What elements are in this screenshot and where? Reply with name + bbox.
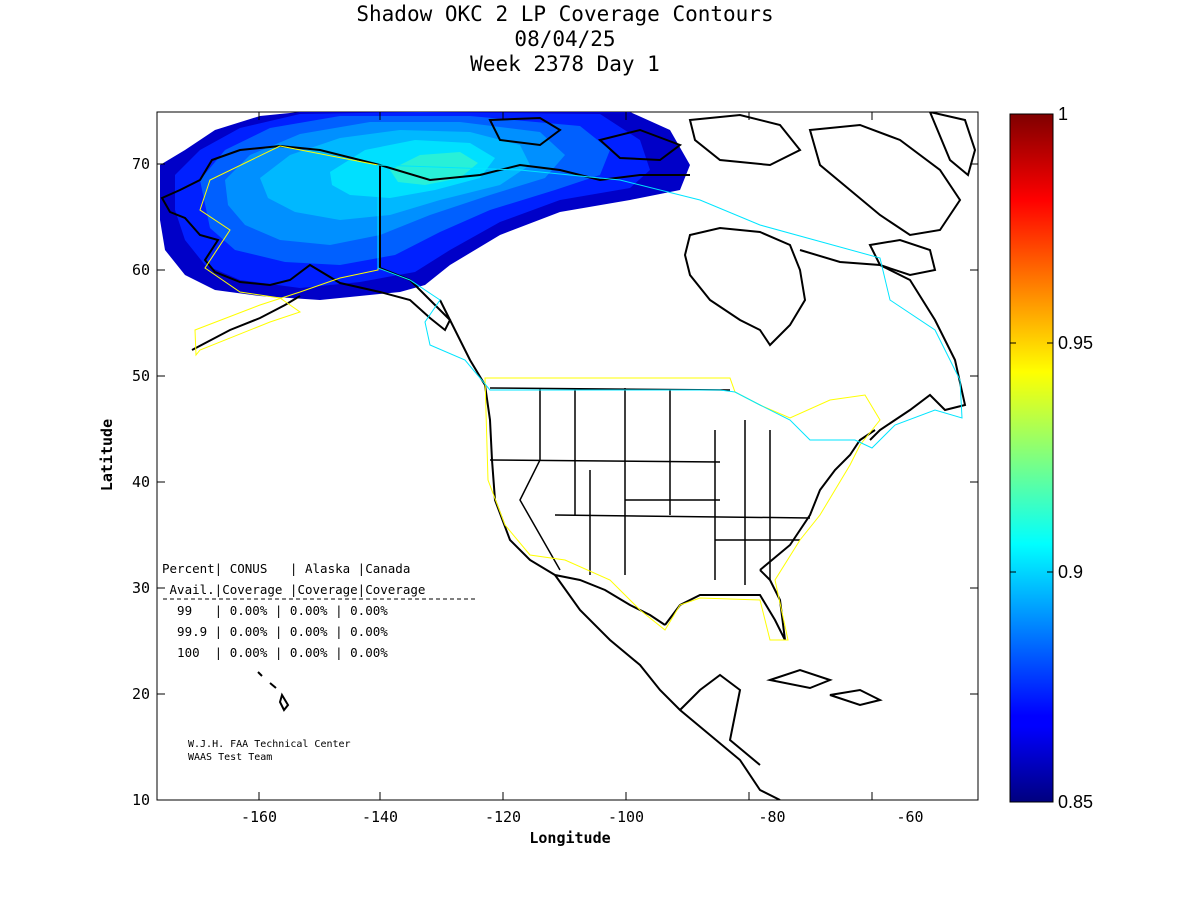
coverage-table: Percent| CONUS | Alaska |Canada Avail.|C… bbox=[162, 561, 477, 660]
y-axis-title: Latitude bbox=[98, 419, 116, 491]
axis-ticks bbox=[157, 112, 978, 800]
colorbar-label: 0.85 bbox=[1058, 792, 1093, 812]
y-tick-label: 60 bbox=[132, 261, 150, 279]
y-tick-label: 40 bbox=[132, 473, 150, 491]
table-row: 100 | 0.00% | 0.00% | 0.00% bbox=[162, 645, 388, 660]
map-title: Shadow OKC 2 LP Coverage Contours bbox=[356, 2, 774, 26]
canada-region-boundary bbox=[377, 164, 963, 449]
colorbar-ticks bbox=[1010, 342, 1053, 573]
x-tick-label: -160 bbox=[241, 808, 277, 826]
colorbar-label: 0.95 bbox=[1058, 333, 1093, 353]
y-tick-label: 30 bbox=[132, 579, 150, 597]
y-tick-labels: 10 20 30 40 50 60 70 bbox=[132, 155, 150, 809]
table-header-2: Avail.|Coverage |Coverage|Coverage bbox=[162, 582, 425, 597]
x-tick-labels: -160 -140 -120 -100 -80 -60 bbox=[241, 808, 924, 826]
y-tick-label: 10 bbox=[132, 791, 150, 809]
table-header-1: Percent| CONUS | Alaska |Canada bbox=[162, 561, 410, 576]
colorbar-labels: 0.85 0.9 0.95 1 bbox=[1058, 104, 1093, 812]
colorbar-label: 1 bbox=[1058, 104, 1068, 124]
x-tick-label: -100 bbox=[608, 808, 644, 826]
x-axis-title: Longitude bbox=[529, 829, 610, 847]
table-row: 99.9 | 0.00% | 0.00% | 0.00% bbox=[162, 624, 388, 639]
coastlines bbox=[160, 112, 977, 800]
y-tick-label: 20 bbox=[132, 685, 150, 703]
colorbar bbox=[1009, 113, 1054, 803]
table-row: 99 | 0.00% | 0.00% | 0.00% bbox=[162, 603, 388, 618]
y-tick-label: 50 bbox=[132, 367, 150, 385]
credit-line-1: W.J.H. FAA Technical Center bbox=[188, 739, 351, 750]
colorbar-label: 0.9 bbox=[1058, 562, 1083, 582]
map-date: 08/04/25 bbox=[514, 27, 616, 51]
map-layer bbox=[160, 112, 977, 800]
map-week-day: Week 2378 Day 1 bbox=[470, 52, 660, 76]
x-tick-label: -60 bbox=[896, 808, 923, 826]
x-tick-label: -80 bbox=[758, 808, 785, 826]
x-tick-label: -140 bbox=[362, 808, 398, 826]
x-tick-label: -120 bbox=[485, 808, 521, 826]
credit-line-2: WAAS Test Team bbox=[188, 752, 272, 763]
conus-region-boundary bbox=[484, 377, 881, 641]
alaska-region-boundary bbox=[194, 145, 379, 357]
y-tick-label: 70 bbox=[132, 155, 150, 173]
